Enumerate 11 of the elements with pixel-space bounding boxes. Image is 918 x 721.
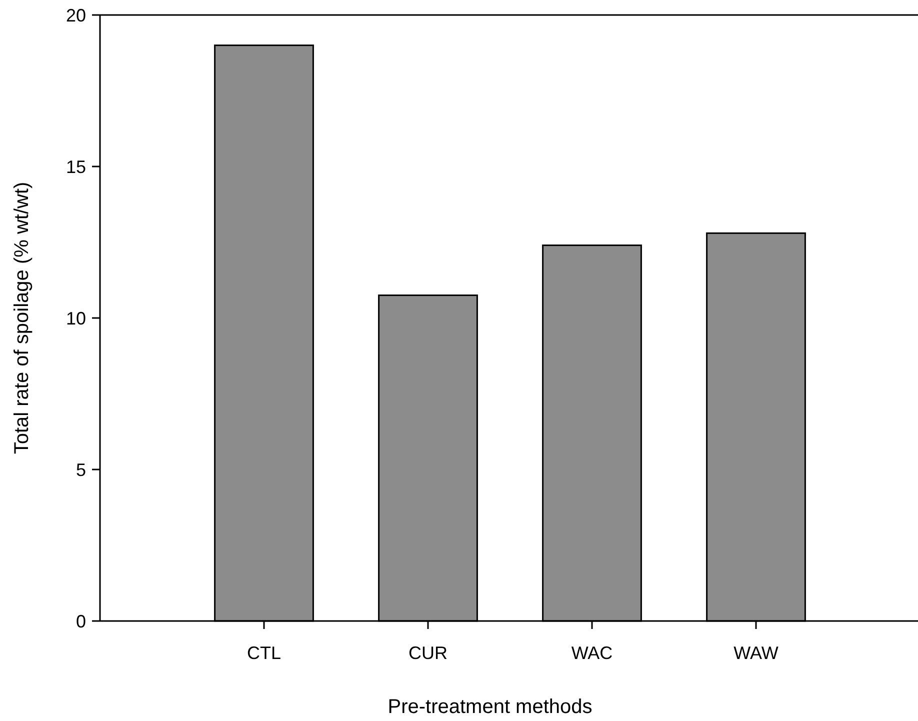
y-tick-label: 5 [76, 460, 86, 480]
x-tick-label: WAC [571, 643, 613, 663]
y-tick-label: 20 [66, 5, 86, 26]
x-axis-title: Pre-treatment methods [388, 696, 592, 718]
y-tick-label: 15 [66, 156, 86, 177]
x-tick-label: CUR [408, 643, 448, 663]
x-tick-label: CTL [246, 643, 282, 663]
y-tick-label: 0 [76, 611, 86, 632]
x-tick-label: WAW [734, 643, 778, 663]
y-axis-title: Total rate of spoilage (% wt/wt) [11, 182, 33, 454]
y-tick-label: 10 [66, 308, 86, 328]
